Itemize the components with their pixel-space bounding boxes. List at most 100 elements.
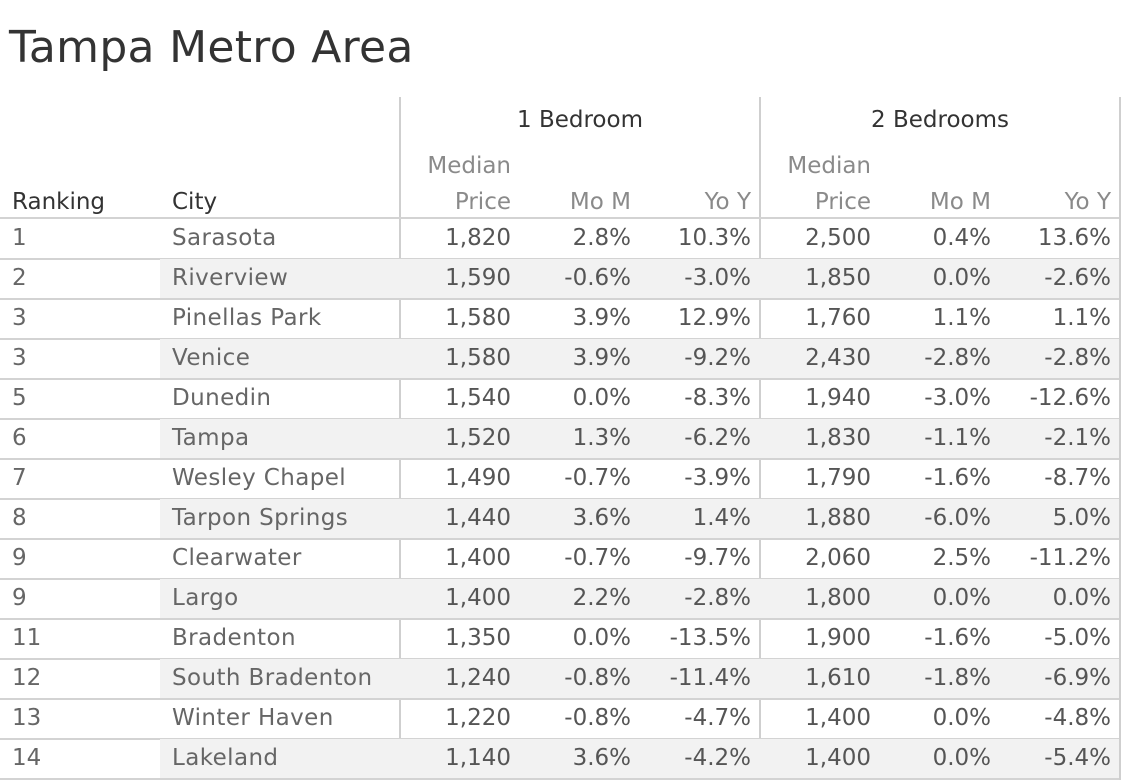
cell-1br-yoy: 12.9% — [677, 305, 751, 331]
cell-city: South Bradenton — [172, 665, 373, 691]
header-rule — [0, 217, 1119, 219]
group-header-1-bedroom: 1 Bedroom — [517, 107, 643, 133]
cell-ranking: 13 — [12, 705, 42, 731]
column-header-1br-price: Price — [454, 189, 511, 215]
cell-2br-yoy: -6.9% — [1044, 665, 1111, 691]
cell-1br-yoy: -4.7% — [684, 705, 751, 731]
column-header-city: City — [172, 189, 218, 215]
cell-1br-mom: 0.0% — [572, 625, 631, 651]
cell-1br-mom: 1.3% — [572, 425, 631, 451]
cell-2br-price: 1,760 — [805, 305, 871, 331]
cell-city: Tampa — [172, 425, 250, 451]
cell-2br-yoy: -2.6% — [1044, 265, 1111, 291]
cell-2br-yoy: 13.6% — [1037, 225, 1111, 251]
cell-1br-mom: -0.8% — [564, 665, 631, 691]
row-band — [160, 739, 1119, 778]
cell-ranking: 3 — [12, 345, 27, 371]
cell-2br-price: 1,830 — [805, 425, 871, 451]
table-row: 9 Clearwater 1,400 -0.7% -9.7% 2,060 2.5% -11.2… — [0, 539, 1124, 580]
cell-1br-price: 1,140 — [445, 745, 511, 771]
column-header-2br-median: Median — [787, 153, 871, 179]
cell-2br-mom: 1.1% — [932, 305, 991, 331]
cell-ranking: 1 — [12, 225, 27, 251]
cell-1br-yoy: 1.4% — [692, 505, 751, 531]
cell-1br-price: 1,820 — [445, 225, 511, 251]
cell-city: Winter Haven — [172, 705, 334, 731]
cell-city: Lakeland — [172, 745, 279, 771]
cell-ranking: 12 — [12, 665, 42, 691]
cell-ranking: 2 — [12, 265, 27, 291]
cell-2br-yoy: -12.6% — [1029, 385, 1111, 411]
cell-2br-price: 2,060 — [805, 545, 871, 571]
table-row: 2 Riverview 1,590 -0.6% -3.0% 1,850 0.0% -2.6% — [0, 259, 1124, 300]
table-row: 5 Dunedin 1,540 0.0% -8.3% 1,940 -3.0% -12.6% — [0, 379, 1124, 420]
table-row: 14 Lakeland 1,140 3.6% -4.2% 1,400 0.0% -5.4% — [0, 739, 1124, 780]
page-title: Tampa Metro Area — [9, 22, 414, 73]
cell-2br-yoy: 1.1% — [1052, 305, 1111, 331]
cell-1br-mom: -0.8% — [564, 705, 631, 731]
cell-2br-mom: -1.6% — [924, 465, 991, 491]
cell-2br-yoy: -2.1% — [1044, 425, 1111, 451]
cell-1br-yoy: -3.0% — [684, 265, 751, 291]
column-header-2br-yoy: Yo Y — [1064, 189, 1111, 215]
cell-2br-mom: 2.5% — [932, 545, 991, 571]
cell-2br-yoy: -8.7% — [1044, 465, 1111, 491]
cell-1br-price: 1,240 — [445, 665, 511, 691]
cell-1br-mom: 3.6% — [572, 745, 631, 771]
cell-ranking: 11 — [12, 625, 42, 651]
cell-2br-price: 2,430 — [805, 345, 871, 371]
cell-1br-yoy: -13.5% — [669, 625, 751, 651]
cell-1br-price: 1,440 — [445, 505, 511, 531]
cell-2br-mom: 0.0% — [932, 585, 991, 611]
cell-ranking: 6 — [12, 425, 27, 451]
cell-2br-mom: 0.0% — [932, 745, 991, 771]
cell-city: Dunedin — [172, 385, 272, 411]
column-header-1br-yoy: Yo Y — [704, 189, 751, 215]
cell-1br-yoy: -8.3% — [684, 385, 751, 411]
cell-2br-price: 1,800 — [805, 585, 871, 611]
row-band — [160, 499, 1119, 538]
cell-1br-mom: 2.2% — [572, 585, 631, 611]
cell-2br-mom: -1.1% — [924, 425, 991, 451]
table-row: 6 Tampa 1,520 1.3% -6.2% 1,830 -1.1% -2.1% — [0, 419, 1124, 460]
column-header-1br-mom: Mo M — [569, 189, 631, 215]
cell-city: Clearwater — [172, 545, 302, 571]
cell-ranking: 14 — [12, 745, 42, 771]
cell-1br-mom: 3.9% — [572, 345, 631, 371]
cell-2br-price: 1,880 — [805, 505, 871, 531]
cell-city: Sarasota — [172, 225, 277, 251]
table-row: 7 Wesley Chapel 1,490 -0.7% -3.9% 1,790 -1.6% -… — [0, 459, 1124, 500]
cell-2br-mom: -6.0% — [924, 505, 991, 531]
cell-1br-yoy: -2.8% — [684, 585, 751, 611]
table-row: 3 Venice 1,580 3.9% -9.2% 2,430 -2.8% -2.8% — [0, 339, 1124, 380]
table-row: 1 Sarasota 1,820 2.8% 10.3% 2,500 0.4% 13.6% — [0, 219, 1124, 260]
cell-2br-price: 1,940 — [805, 385, 871, 411]
cell-2br-price: 1,610 — [805, 665, 871, 691]
cell-1br-price: 1,400 — [445, 585, 511, 611]
cell-1br-yoy: -3.9% — [684, 465, 751, 491]
cell-1br-price: 1,540 — [445, 385, 511, 411]
column-header-2br-price: Price — [814, 189, 871, 215]
cell-ranking: 9 — [12, 585, 27, 611]
cell-1br-yoy: -4.2% — [684, 745, 751, 771]
row-band — [160, 259, 1119, 298]
cell-1br-mom: 3.6% — [572, 505, 631, 531]
row-band — [160, 419, 1119, 458]
cell-2br-mom: -1.6% — [924, 625, 991, 651]
row-band — [160, 579, 1119, 618]
cell-1br-price: 1,580 — [445, 345, 511, 371]
cell-city: Riverview — [172, 265, 289, 291]
cell-1br-yoy: -9.7% — [684, 545, 751, 571]
table-row: 3 Pinellas Park 1,580 3.9% 12.9% 1,760 1.1% 1.1… — [0, 299, 1124, 340]
cell-ranking: 3 — [12, 305, 27, 331]
cell-1br-price: 1,590 — [445, 265, 511, 291]
table-row: 9 Largo 1,400 2.2% -2.8% 1,800 0.0% 0.0% — [0, 579, 1124, 620]
cell-1br-price: 1,400 — [445, 545, 511, 571]
cell-2br-yoy: 0.0% — [1052, 585, 1111, 611]
cell-2br-yoy: -5.4% — [1044, 745, 1111, 771]
row-band — [160, 659, 1119, 698]
cell-1br-price: 1,520 — [445, 425, 511, 451]
cell-1br-yoy: -11.4% — [669, 665, 751, 691]
cell-ranking: 9 — [12, 545, 27, 571]
